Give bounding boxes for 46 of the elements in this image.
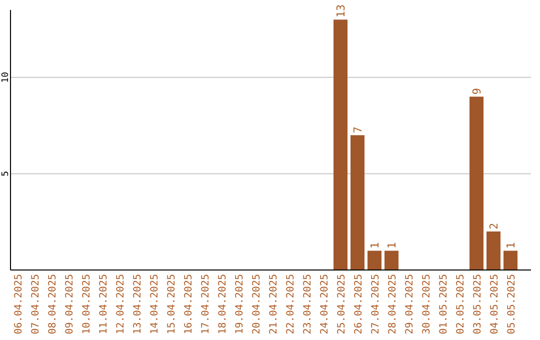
x-tick-label: 10.04.2025 [82,274,92,334]
x-tick-label: 22.04.2025 [286,274,296,334]
x-tick-label: 02.05.2025 [456,274,466,334]
x-tick-label: 19.04.2025 [234,274,246,334]
x-tick-label: 20.04.2025 [252,274,262,334]
x-tick-label: 16.04.2025 [184,274,194,334]
bar [504,250,518,270]
x-tick-label: 05.05.2025 [506,274,518,334]
x-tick-label: 28.04.2025 [388,274,398,334]
bar [350,135,364,270]
x-tick-label: 14.04.2025 [150,274,160,334]
x-tick-label: 12.04.2025 [116,274,126,334]
x-tick-label: 21.04.2025 [268,274,280,334]
x-tick-label: 15.04.2025 [166,274,178,334]
data-label: 2 [488,222,500,230]
x-tick-label: 26.04.2025 [354,274,364,334]
x-tick-label: 13.04.2025 [132,274,144,334]
x-tick-label: 09.04.2025 [64,274,76,334]
x-tick-label: 07.04.2025 [30,274,42,334]
x-tick-label: 24.04.2025 [320,274,330,334]
bar [384,250,398,270]
bar [334,20,348,270]
y-tick-label: 5 [1,170,11,176]
data-label: 9 [470,88,484,95]
bar [470,96,484,270]
x-tick-label: 01.05.2025 [438,274,450,334]
x-tick-label: 08.04.2025 [48,274,58,334]
data-label: 1 [386,242,398,249]
data-label: 7 [352,126,364,134]
x-tick-label: 06.04.2025 [14,274,24,334]
x-tick-label: 27.04.2025 [370,274,382,334]
x-tick-label: 25.04.2025 [336,274,348,334]
x-tick-label: 11.04.2025 [98,274,110,334]
data-label: 13 [334,4,348,18]
x-tick-label: 03.05.2025 [472,274,484,334]
bar [368,250,382,270]
x-tick-label: 23.04.2025 [302,274,314,334]
x-tick-label: 29.04.2025 [404,274,416,334]
bar [486,231,500,270]
x-tick-label: 04.05.2025 [490,274,500,334]
x-tick-label: 30.04.2025 [422,274,432,334]
data-label: 1 [504,242,518,249]
y-tick-label: 10 [1,72,11,83]
x-tick-label: 18.04.2025 [218,274,228,334]
x-tick-label: 17.04.2025 [200,274,212,334]
data-label: 1 [368,242,382,249]
